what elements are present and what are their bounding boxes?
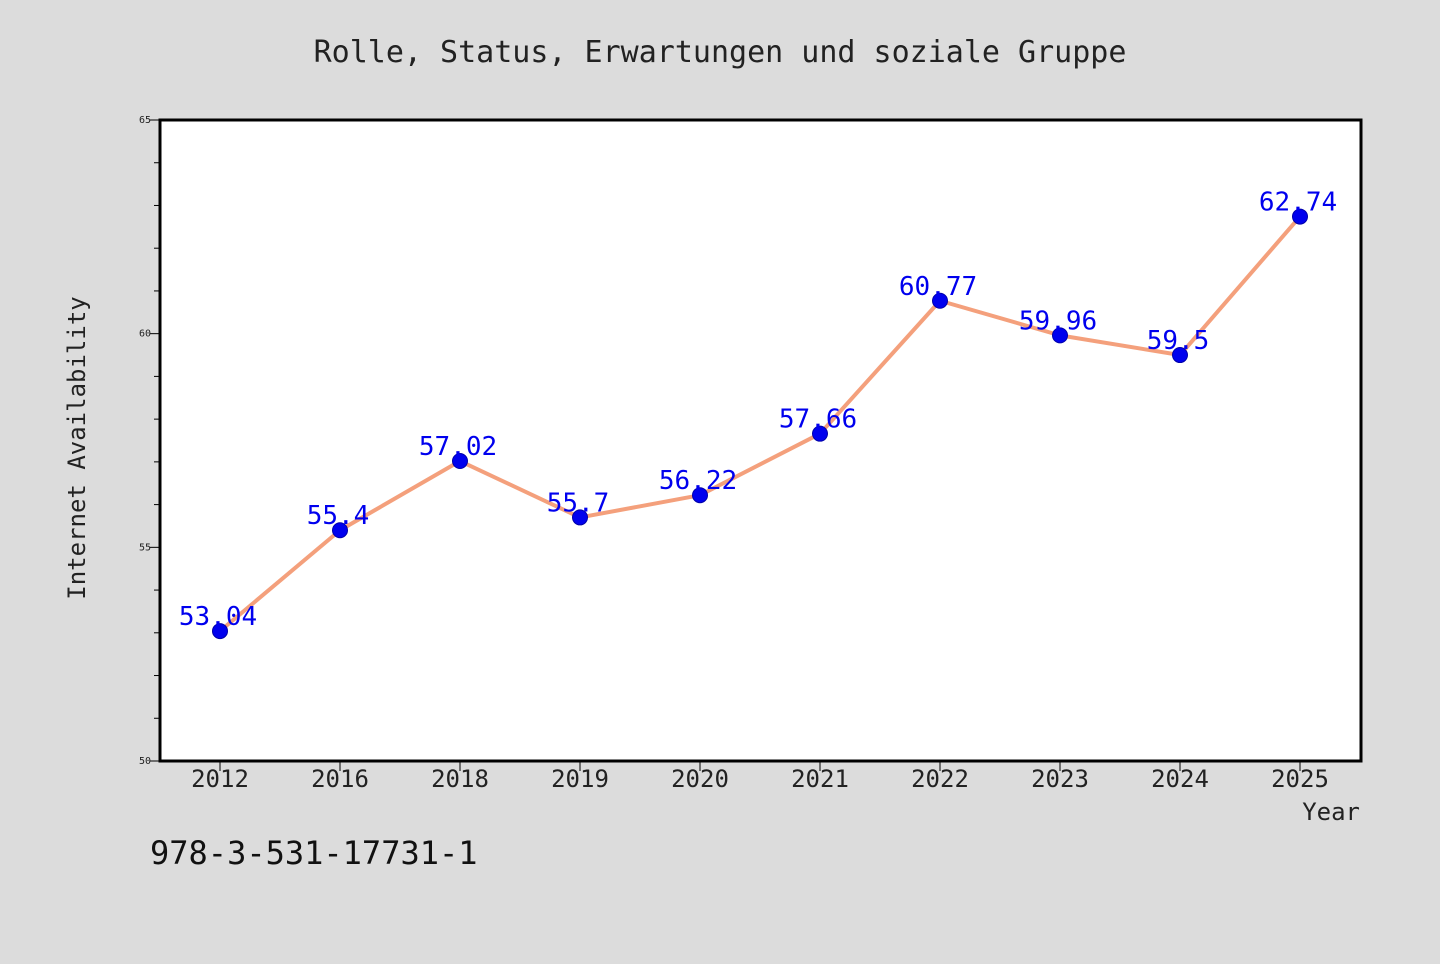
- data-point-2018: [452, 453, 468, 470]
- data-point-2012: [212, 623, 228, 640]
- data-label-2016: 55.4: [307, 501, 370, 531]
- data-label-2021: 57.66: [779, 405, 857, 435]
- data-point-2020: [692, 487, 708, 504]
- plot-frame: [158, 118, 1363, 763]
- x-tick-label: 2020: [671, 765, 729, 793]
- x-axis-label: Year: [1302, 798, 1360, 826]
- data-label-2018: 57.02: [419, 432, 497, 462]
- data-labels: 53.04 55.4 57.02 55.7 56.22 57.66 60.77 59.96 59…: [179, 188, 1337, 633]
- data-point-2021: [812, 425, 828, 442]
- x-tick-label: 2024: [1151, 765, 1209, 793]
- x-tick-label: 2025: [1271, 765, 1329, 793]
- y-tick-label: 60: [139, 329, 151, 340]
- data-point-2024: [1172, 347, 1188, 364]
- data-label-2012: 53.04: [179, 602, 257, 632]
- data-label-2025: 62.74: [1259, 188, 1337, 218]
- plot-area: [160, 120, 1361, 761]
- series-line: [218, 214, 1302, 634]
- x-tick-label: 2019: [551, 765, 609, 793]
- y-axis: 50 55 60 65: [139, 115, 160, 767]
- data-point-2016: [332, 522, 348, 539]
- y-tick-label: 50: [139, 756, 151, 767]
- data-label-2019: 55.7: [547, 488, 610, 518]
- data-label-2020: 56.22: [659, 466, 737, 496]
- data-point-2023: [1052, 327, 1068, 344]
- x-tick-label: 2022: [911, 765, 969, 793]
- x-tick-label: 2021: [791, 765, 849, 793]
- chart-title: Rolle, Status, Erwartungen und soziale G…: [314, 35, 1127, 70]
- data-label-2023: 59.96: [1019, 306, 1097, 336]
- x-tick-label: 2016: [311, 765, 369, 793]
- data-point-2019: [572, 509, 588, 526]
- data-point-2022: [932, 292, 948, 309]
- data-label-2022: 60.77: [899, 272, 977, 302]
- y-tick-label: 65: [139, 115, 151, 126]
- x-axis: 2012 2016 2018 2019 2020 2021 2022 2023 2024 2025: [191, 761, 1329, 793]
- series-markers: [212, 208, 1308, 640]
- x-tick-label: 2018: [431, 765, 489, 793]
- y-tick-label: 55: [139, 542, 151, 553]
- footer-isbn: 978-3-531-17731-1: [150, 834, 478, 872]
- data-point-2025: [1292, 208, 1308, 225]
- x-tick-label: 2012: [191, 765, 249, 793]
- y-axis-label: Internet Availability: [63, 296, 91, 599]
- data-label-2024: 59.5: [1147, 326, 1210, 356]
- x-tick-label: 2023: [1031, 765, 1089, 793]
